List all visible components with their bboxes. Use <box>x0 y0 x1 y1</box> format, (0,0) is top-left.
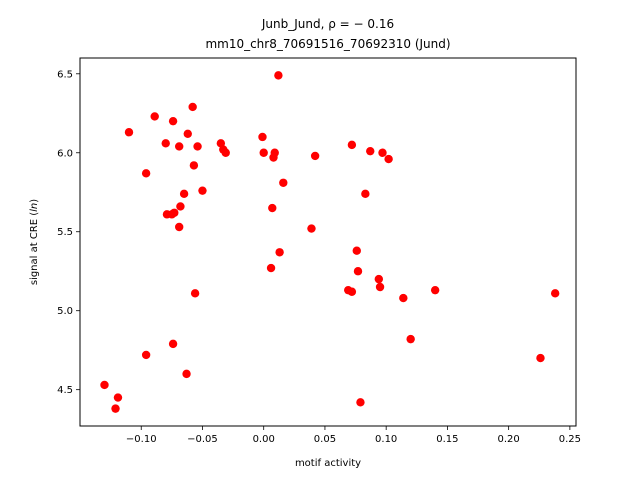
y-axis-label: signal at CRE (ln) <box>29 199 40 285</box>
data-point <box>182 369 191 379</box>
x-tick-label: −0.05 <box>187 434 218 445</box>
data-point <box>168 339 178 349</box>
data-point <box>170 208 179 217</box>
x-tick-label: 0.15 <box>436 434 458 445</box>
y-axis-label-suffix: ) <box>29 199 40 203</box>
data-point <box>179 189 189 199</box>
data-point <box>189 161 199 170</box>
data-point <box>269 153 278 162</box>
x-tick-label: 0.20 <box>498 434 520 445</box>
y-axis-label-italic: ln <box>29 203 40 212</box>
y-tick-label: 6.5 <box>57 69 73 80</box>
y-tick-label: 6.0 <box>57 148 73 159</box>
data-point <box>374 274 384 284</box>
data-point <box>150 112 159 121</box>
data-point <box>352 246 361 255</box>
points-layer <box>100 71 560 413</box>
x-axis-label: motif activity <box>295 458 361 469</box>
data-point <box>536 353 545 363</box>
x-tick-label: 0.05 <box>314 434 336 445</box>
data-point <box>190 289 200 298</box>
data-point <box>399 293 408 303</box>
data-point <box>111 404 120 413</box>
data-point <box>366 146 375 156</box>
y-axis-label-prefix: signal at CRE ( <box>29 212 40 285</box>
y-tick-label: 5.0 <box>57 306 73 317</box>
data-point <box>141 169 151 178</box>
plot-frame <box>79 57 577 427</box>
data-point <box>356 398 365 407</box>
data-point <box>183 129 192 139</box>
x-tick-label: 0.25 <box>559 434 581 445</box>
data-point <box>268 203 277 213</box>
data-point <box>175 222 184 232</box>
x-tick-label: 0.00 <box>253 434 275 445</box>
data-point <box>430 285 440 295</box>
data-point <box>406 334 415 344</box>
data-point <box>279 178 288 187</box>
data-point <box>124 128 134 137</box>
data-point <box>375 282 385 292</box>
chart-title-line1: Junb_Jund, ρ = − 0.16 <box>261 17 394 31</box>
data-point <box>347 140 357 150</box>
data-point <box>168 116 178 126</box>
data-point <box>274 71 283 80</box>
data-point <box>310 151 320 161</box>
data-point <box>259 148 268 157</box>
data-point <box>378 148 387 157</box>
x-ticks: −0.10 −0.05 0.00 0.05 0.10 0.15 0.20 0.25 <box>126 426 581 445</box>
chart-title-line2: mm10_chr8_70691516_70692310 (Jund) <box>205 37 450 51</box>
data-point <box>198 186 207 195</box>
x-tick-label: −0.10 <box>126 434 157 445</box>
data-point <box>100 380 109 390</box>
data-point <box>175 142 184 151</box>
data-point <box>113 393 123 402</box>
data-point <box>307 224 316 233</box>
data-point <box>221 148 230 157</box>
x-tick-label: 0.10 <box>375 434 397 445</box>
data-point <box>275 248 284 257</box>
y-tick-label: 4.5 <box>57 385 73 396</box>
data-point <box>353 267 363 276</box>
data-point <box>550 289 560 298</box>
data-point <box>361 189 370 199</box>
data-point <box>176 202 185 211</box>
data-point <box>266 263 276 273</box>
data-point <box>216 139 226 148</box>
data-point <box>141 350 151 360</box>
data-point <box>161 139 170 148</box>
data-point <box>384 154 393 164</box>
data-point <box>347 287 357 296</box>
data-point <box>188 102 197 112</box>
plot-area <box>80 58 576 426</box>
data-point <box>258 132 267 142</box>
y-ticks: 4.5 5.0 5.5 6.0 6.5 <box>57 69 80 396</box>
data-point <box>193 142 202 151</box>
y-tick-label: 5.5 <box>57 227 73 238</box>
